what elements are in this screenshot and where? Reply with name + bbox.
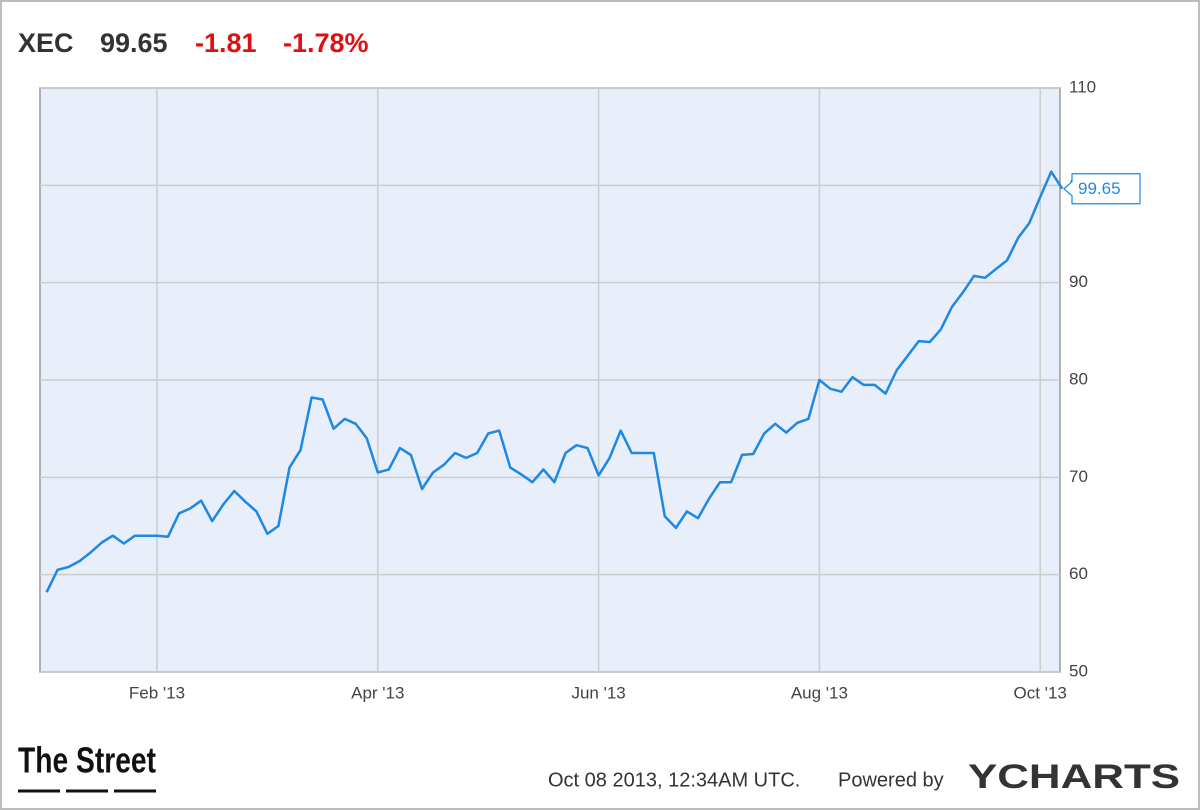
brand: YCHARTS bbox=[968, 758, 1180, 796]
timestamp: Oct 08 2013, 12:34AM UTC. bbox=[548, 769, 800, 791]
y-tick-label: 60 bbox=[1069, 564, 1088, 583]
last-value-label: 99.65 bbox=[1078, 179, 1121, 198]
x-tick-label: Oct '13 bbox=[1014, 683, 1067, 702]
change-percent: -1.78% bbox=[283, 28, 369, 58]
price: 99.65 bbox=[100, 28, 168, 58]
x-tick-label: Feb '13 bbox=[129, 683, 185, 702]
x-tick-label: Aug '13 bbox=[791, 683, 848, 702]
x-tick-label: Jun '13 bbox=[571, 683, 625, 702]
logo: The Street bbox=[18, 740, 156, 781]
y-tick-label: 80 bbox=[1069, 369, 1088, 388]
y-tick-label: 90 bbox=[1069, 272, 1088, 291]
change: -1.81 bbox=[195, 28, 257, 58]
y-tick-label: 70 bbox=[1069, 467, 1088, 486]
last-value-box bbox=[1063, 173, 1141, 205]
price-line bbox=[45, 170, 1064, 593]
ticker: XEC bbox=[18, 28, 74, 58]
y-tick-label: 50 bbox=[1069, 661, 1088, 680]
y-tick-label: 110 bbox=[1069, 77, 1096, 96]
x-tick-label: Apr '13 bbox=[351, 683, 404, 702]
marks bbox=[45, 170, 1064, 593]
powered-by: Powered by bbox=[838, 769, 944, 791]
